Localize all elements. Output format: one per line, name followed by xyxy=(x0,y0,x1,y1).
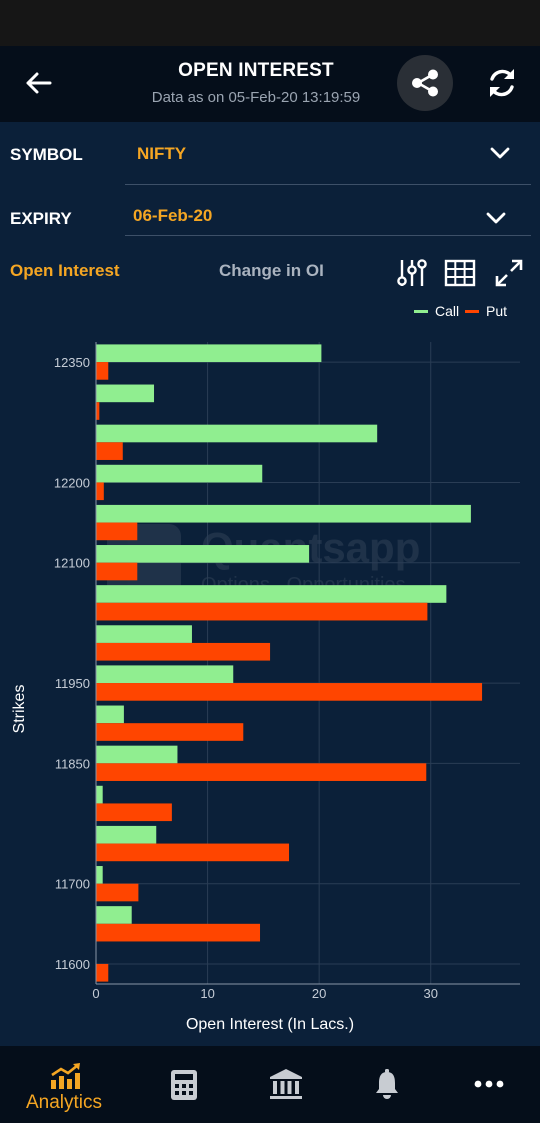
bar-put-11950[interactable] xyxy=(96,683,483,701)
expand-icon xyxy=(495,259,523,287)
chevron-down-icon xyxy=(490,147,510,159)
series-put xyxy=(96,362,483,982)
analytics-chart-icon xyxy=(51,1063,80,1089)
bar-call-12200[interactable] xyxy=(96,464,263,483)
bar-call-11700[interactable] xyxy=(96,866,103,884)
bar-call-12000[interactable] xyxy=(96,625,192,643)
y-tick-label: 11700 xyxy=(55,877,90,892)
app-bar: OPEN INTEREST Data as on 05-Feb-20 13:19… xyxy=(0,46,540,122)
bar-call-11650[interactable] xyxy=(96,906,132,924)
x-tick-label: 10 xyxy=(200,986,214,1001)
x-axis-title: Open Interest (In Lacs.) xyxy=(186,1016,354,1033)
calculator-icon xyxy=(171,1070,197,1100)
legend-put: Put xyxy=(465,303,507,319)
legend-call-swatch xyxy=(414,309,428,313)
legend-call-label: Call xyxy=(435,303,460,319)
bar-call-12350[interactable] xyxy=(96,344,322,363)
nav-analytics[interactable]: Analytics xyxy=(20,1046,112,1123)
bar-call-11800[interactable] xyxy=(96,785,103,804)
expiry-select[interactable]: 06-Feb-20 xyxy=(133,206,213,225)
legend-put-label: Put xyxy=(486,303,508,319)
tab-change-in-oi[interactable]: Change in OI xyxy=(219,261,324,280)
more-dots-icon xyxy=(474,1080,504,1088)
bar-put-11600[interactable] xyxy=(96,963,109,982)
bar-call-12050[interactable] xyxy=(96,585,447,603)
filter-button[interactable] xyxy=(396,257,428,294)
nav-analytics-label: Analytics xyxy=(26,1092,103,1113)
share-icon xyxy=(412,69,438,97)
bar-call-12150[interactable] xyxy=(96,504,471,523)
nav-calculator[interactable] xyxy=(160,1046,210,1123)
nav-alerts[interactable] xyxy=(362,1046,412,1123)
data-timestamp: Data as on 05-Feb-20 13:19:59 xyxy=(151,89,361,106)
nav-more[interactable] xyxy=(464,1046,514,1123)
bar-put-12350[interactable] xyxy=(96,362,109,380)
bar-put-12200[interactable] xyxy=(96,482,104,501)
bar-put-11850[interactable] xyxy=(96,763,427,781)
bar-call-11850[interactable] xyxy=(96,745,178,764)
bank-icon xyxy=(270,1069,302,1099)
bar-put-11650[interactable] xyxy=(96,923,261,942)
x-tick-label: 30 xyxy=(424,986,438,1001)
arrow-left-icon xyxy=(26,72,52,94)
bar-call-11950[interactable] xyxy=(96,665,234,684)
y-tick-label: 11950 xyxy=(55,676,90,691)
bell-icon xyxy=(376,1069,398,1099)
legend-call: Call xyxy=(414,303,459,319)
bar-call-12100[interactable] xyxy=(96,545,310,563)
y-tick-label: 12100 xyxy=(54,556,90,571)
bar-call-12300[interactable] xyxy=(96,384,155,403)
expiry-dropdown[interactable] xyxy=(485,211,507,225)
bar-call-11750[interactable] xyxy=(96,825,157,844)
bar-put-11800[interactable] xyxy=(96,803,172,822)
refresh-button[interactable] xyxy=(484,65,520,101)
bar-put-12150[interactable] xyxy=(96,522,138,541)
bar-call-11900[interactable] xyxy=(96,705,124,724)
tab-open-interest[interactable]: Open Interest xyxy=(10,261,120,280)
page-title: OPEN INTEREST xyxy=(178,60,334,81)
y-axis-title: Strikes xyxy=(11,685,28,734)
legend-put-swatch xyxy=(465,309,479,313)
bar-put-12000[interactable] xyxy=(96,642,271,661)
y-tick-label: 12350 xyxy=(54,355,90,370)
bar-put-11700[interactable] xyxy=(96,883,139,902)
symbol-label: SYMBOL xyxy=(10,145,83,164)
x-tick-label: 0 xyxy=(92,986,99,1001)
refresh-icon xyxy=(490,69,514,97)
bar-put-11750[interactable] xyxy=(96,843,290,862)
table-grid-icon xyxy=(444,259,476,287)
series-call xyxy=(96,344,471,924)
expand-button[interactable] xyxy=(494,258,524,293)
back-button[interactable] xyxy=(22,66,56,100)
bar-put-11900[interactable] xyxy=(96,723,244,741)
status-bar xyxy=(0,0,540,46)
bar-put-12050[interactable] xyxy=(96,602,428,621)
bar-call-12250[interactable] xyxy=(96,424,378,443)
nav-bank[interactable] xyxy=(262,1046,312,1123)
share-button[interactable] xyxy=(397,55,453,111)
bottom-nav: Analytics xyxy=(0,1046,540,1123)
x-tick-label: 20 xyxy=(312,986,326,1001)
symbol-underline xyxy=(125,184,531,185)
y-tick-label: 11600 xyxy=(55,957,90,972)
y-tick-label: 12200 xyxy=(54,475,90,490)
bar-put-12250[interactable] xyxy=(96,442,123,460)
sliders-icon xyxy=(397,259,427,286)
symbol-dropdown[interactable] xyxy=(489,146,511,160)
chevron-down-icon xyxy=(486,212,506,224)
bar-put-12100[interactable] xyxy=(96,562,138,581)
bar-put-12300[interactable] xyxy=(96,402,100,420)
y-tick-label: 11850 xyxy=(55,756,90,771)
symbol-select[interactable]: NIFTY xyxy=(137,144,187,163)
expiry-label: EXPIRY xyxy=(10,209,72,228)
table-view-button[interactable] xyxy=(444,259,476,292)
expiry-underline xyxy=(125,235,531,236)
